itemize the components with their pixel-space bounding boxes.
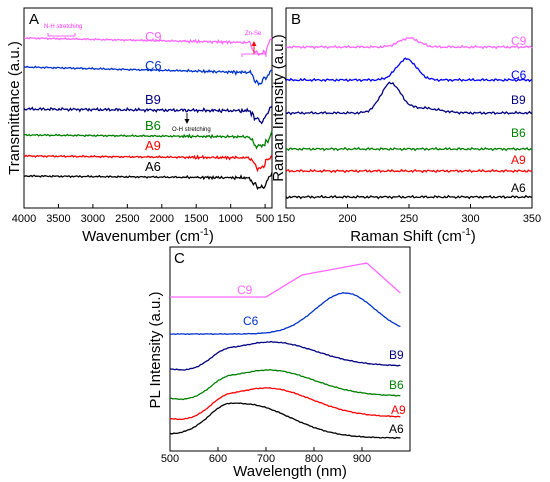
panel-b: B Raman Intensity (a.u.) Raman Shift (cm… bbox=[270, 7, 541, 245]
panel-c-tick-label: 600 bbox=[209, 453, 227, 465]
panel-a-series: C9 C6 B9 B6 A9 A6 bbox=[23, 29, 273, 191]
panel-b-legend-a6: A6 bbox=[511, 181, 526, 195]
panel-a-series-c6 bbox=[23, 65, 273, 87]
panel-c-legend-c6: C6 bbox=[243, 314, 259, 328]
panel-b-tick-label: 250 bbox=[400, 213, 418, 225]
panel-a-legend-c9: C9 bbox=[145, 29, 162, 44]
panel-a-series-b6 bbox=[24, 130, 273, 150]
panel-c: C PL Intensity (a.u.) Wavelength (nm) 50… bbox=[147, 246, 411, 480]
panel-a-tick-label: 1000 bbox=[218, 213, 242, 225]
panel-a-series-a9 bbox=[23, 154, 273, 173]
panel-a-series-b9 bbox=[23, 105, 273, 125]
nh-stretching-label: N-H stretching bbox=[44, 24, 82, 30]
panel-c-xlabel: Wavelength (nm) bbox=[233, 463, 347, 480]
panel-a-series-a6 bbox=[24, 172, 273, 191]
panel-c-tick-label: 900 bbox=[353, 453, 371, 465]
panel-a-xlabel-main: Wavenumber (cm bbox=[82, 228, 200, 245]
panel-b-ticks: 150 200 250 300 350 bbox=[277, 204, 541, 225]
oh-stretching-label: O-H stretching bbox=[172, 127, 211, 133]
panel-c-legend-a9: A9 bbox=[391, 403, 406, 417]
panel-a-legend-c6: C6 bbox=[145, 58, 162, 73]
panel-b-legend-c9: C9 bbox=[511, 34, 527, 48]
panel-b-xlabel: Raman Shift (cm-1) bbox=[350, 227, 476, 245]
znse-arrow-head bbox=[251, 41, 257, 46]
panel-c-legend-b6: B6 bbox=[389, 378, 404, 392]
panel-b-xlabel-tail: ) bbox=[471, 228, 476, 245]
panel-c-series: C9 C6 B9 B6 A9 A6 bbox=[169, 262, 406, 439]
panel-c-ticks: 500 600 700 800 900 bbox=[161, 447, 371, 465]
panel-b-legend-a9: A9 bbox=[511, 153, 526, 167]
panel-c-legend-b9: B9 bbox=[389, 348, 404, 362]
panel-c-tick-label: 700 bbox=[257, 453, 275, 465]
panel-c-series-b9 bbox=[169, 340, 401, 371]
panel-b-series-c9 bbox=[285, 36, 533, 50]
panel-b-series: C9 C6 B9 B6 A9 A6 bbox=[285, 34, 533, 200]
panel-c-series-c9 bbox=[170, 262, 401, 298]
panel-a-xlabel-sup: -1 bbox=[200, 227, 209, 238]
panel-c-ylabel: PL Intensity (a.u.) bbox=[147, 291, 164, 408]
panel-c-letter: C bbox=[174, 250, 185, 267]
panel-a-annotations: N-H stretching O-H stretching Zn-Se bbox=[44, 24, 267, 133]
panel-b-xlabel-sup: -1 bbox=[462, 227, 471, 238]
panel-a-tick-label: 3500 bbox=[46, 213, 70, 225]
panel-c-legend-a6: A6 bbox=[389, 422, 404, 436]
panel-a-legend-a9: A9 bbox=[145, 138, 161, 153]
panel-a: A Transmittance (a.u.) Wavenumber (cm-1)… bbox=[6, 7, 274, 245]
panel-c-series-a6 bbox=[169, 402, 401, 439]
panel-b-series-c6 bbox=[285, 57, 533, 83]
panel-b-series-b6 bbox=[285, 146, 533, 152]
panel-c-series-c6 bbox=[170, 292, 401, 336]
panel-b-legend-b6: B6 bbox=[511, 126, 526, 140]
oh-arrow-head bbox=[184, 119, 190, 124]
nh-bracket bbox=[47, 33, 76, 37]
panel-b-legend-b9: B9 bbox=[511, 93, 526, 107]
panel-a-ylabel: Transmittance (a.u.) bbox=[6, 41, 23, 175]
panel-c-tick-label: 800 bbox=[305, 453, 323, 465]
panel-c-series-a9 bbox=[169, 387, 401, 421]
panel-a-legend-a6: A6 bbox=[145, 159, 161, 174]
znse-label: Zn-Se bbox=[245, 31, 262, 37]
panel-b-tick-label: 150 bbox=[277, 213, 295, 225]
panel-b-tick-label: 200 bbox=[338, 213, 356, 225]
panel-b-xlabel-main: Raman Shift (cm bbox=[350, 228, 462, 245]
panel-a-tick-label: 2000 bbox=[150, 213, 174, 225]
panel-a-tick-label: 4000 bbox=[12, 213, 36, 225]
panel-a-frame bbox=[23, 7, 273, 209]
panel-a-series-c9 bbox=[23, 36, 273, 57]
panel-a-tick-label: 500 bbox=[256, 213, 274, 225]
panel-c-legend-c9: C9 bbox=[237, 283, 253, 297]
panel-b-tick-label: 350 bbox=[523, 213, 541, 225]
panel-a-legend-b6: B6 bbox=[145, 118, 161, 133]
panel-c-frame bbox=[169, 246, 411, 452]
panel-c-series-b6 bbox=[169, 369, 401, 401]
panel-a-xlabel-tail: ) bbox=[209, 228, 214, 245]
panel-a-tick-label: 3000 bbox=[81, 213, 105, 225]
panel-a-tick-label: 2500 bbox=[115, 213, 139, 225]
panel-c-tick-label: 500 bbox=[161, 453, 179, 465]
panel-a-tick-label: 1500 bbox=[184, 213, 208, 225]
panel-b-ylabel: Raman Intensity (a.u.) bbox=[270, 34, 287, 182]
panel-a-ticks: 4000 3500 3000 2500 2000 1500 1000 500 bbox=[12, 204, 274, 225]
panel-a-letter: A bbox=[29, 11, 39, 28]
panel-b-series-a9 bbox=[285, 168, 533, 174]
panel-a-legend-b9: B9 bbox=[145, 92, 161, 107]
panel-a-xlabel: Wavenumber (cm-1) bbox=[82, 227, 214, 245]
panel-b-tick-label: 300 bbox=[461, 213, 479, 225]
znse-bracket bbox=[241, 53, 267, 57]
panel-b-series-a6 bbox=[285, 194, 533, 200]
panel-b-legend-c6: C6 bbox=[511, 68, 527, 82]
panel-b-series-b9 bbox=[285, 81, 533, 116]
panel-b-letter: B bbox=[291, 11, 301, 28]
